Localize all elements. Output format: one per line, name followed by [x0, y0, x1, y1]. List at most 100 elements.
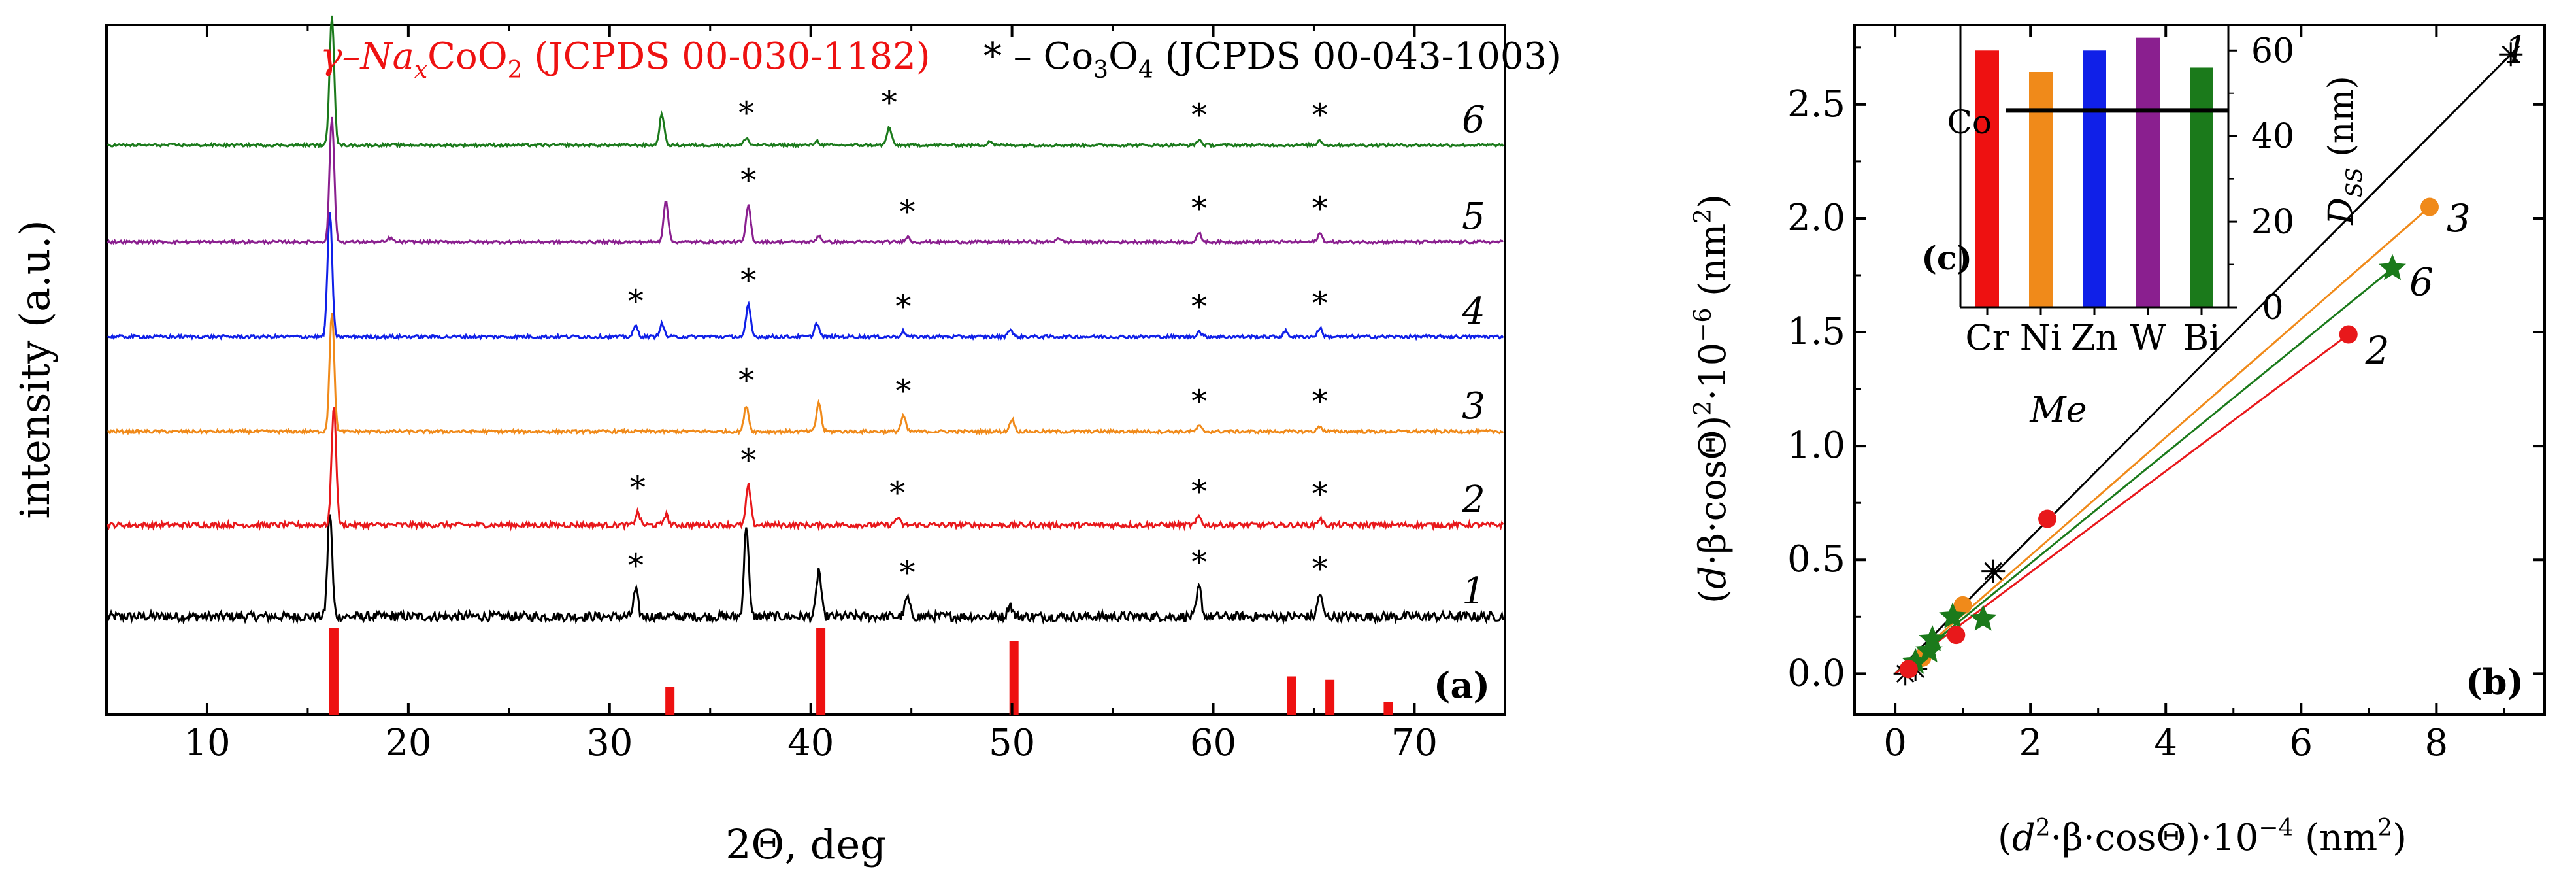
panel-c-bars: Cr Ni Zn W Bi — [1965, 37, 2228, 358]
co3o4-asterisk-1: * — [1312, 551, 1328, 587]
co3o4-asterisk-2: * — [630, 469, 646, 506]
b-y-tick-label-0: 0.0 — [1787, 652, 1845, 694]
co3o4-asterisk-2: * — [889, 475, 905, 511]
bar-label-W: W — [2130, 317, 2166, 358]
co3o4-asterisk-3: * — [738, 362, 754, 399]
legend-co3o4: * – Co3O4 (JCPDS 00-043-1003) — [983, 35, 1561, 84]
point-2-1 — [1947, 626, 1966, 645]
point-1-3 — [2499, 42, 2523, 67]
c-y-tick-label-20: 20 — [2251, 203, 2294, 242]
co3o4-asterisk-2: * — [1191, 473, 1207, 510]
co3o4-asterisk-3: * — [1312, 383, 1328, 420]
co3o4-asterisk-3: * — [895, 373, 911, 409]
panel-a-reference-lines — [329, 628, 1393, 715]
legend-main-phase: γ–NaxCoO2 (JCPDS 00-030-1182) — [320, 35, 931, 84]
x-tick-label-10: 10 — [184, 722, 230, 764]
curve-label-1: 1 — [1462, 570, 1485, 613]
curve-label-5: 5 — [1462, 195, 1485, 238]
curve-label-4: 4 — [1461, 290, 1485, 333]
point-3-2 — [1953, 596, 1972, 615]
panel-c-reference-label: Co — [1947, 103, 1992, 141]
series-label-1: 1 — [2504, 27, 2528, 72]
co3o4-asterisk-1: * — [1191, 544, 1207, 581]
panel-c-y-axis-label: DSS (nm) — [2322, 76, 2368, 226]
x-tick-label-20: 20 — [385, 722, 431, 764]
bar-label-Bi: Bi — [2183, 317, 2221, 358]
c-y-tick-label-0: 0 — [2262, 288, 2283, 328]
bar-label-Zn: Zn — [2071, 317, 2118, 358]
bar-Bi — [2190, 67, 2213, 308]
panel-c-label: (c) — [1921, 239, 1972, 277]
x-tick-label-60: 60 — [1190, 722, 1236, 764]
b-y-tick-label-1: 1.0 — [1787, 424, 1845, 467]
xrd-pattern-6 — [107, 15, 1504, 149]
xrd-pattern-5 — [107, 116, 1504, 246]
c-y-tick-label-40: 40 — [2251, 117, 2294, 156]
co3o4-asterisk-5: * — [740, 162, 756, 199]
panel-b-x-axis-label: (d2·β·cosΘ)·10−4 (nm2) — [1998, 815, 2407, 859]
xrd-pattern-2 — [107, 407, 1504, 532]
point-3-3 — [2420, 197, 2439, 216]
point-1-2 — [1981, 559, 2006, 583]
co3o4-asterisk-4: * — [1312, 285, 1328, 322]
panel-b-label: (b) — [2466, 661, 2524, 703]
bar-Zn — [2083, 50, 2106, 307]
b-y-tick-label-2.5: 2.5 — [1787, 83, 1845, 126]
bar-Cr — [1975, 50, 1999, 307]
curve-label-6: 6 — [1462, 99, 1485, 141]
point-2-0 — [1899, 660, 1918, 679]
co3o4-asterisk-2: * — [740, 442, 756, 479]
panel-a-curve-labels: 1 2 3 4 5 6 — [1461, 99, 1485, 613]
point-6-3 — [1939, 602, 1966, 629]
b-y-tick-label-0.5: 0.5 — [1787, 538, 1845, 581]
co3o4-asterisk-5: * — [899, 194, 915, 230]
b-x-tick-label-6: 6 — [2289, 722, 2313, 764]
panel-b-series-labels: 1 362 — [2365, 27, 2528, 373]
point-6-1 — [1915, 636, 1943, 663]
point-2-2 — [2038, 509, 2057, 528]
co3o4-asterisk-4: * — [895, 288, 911, 325]
panel-c-x-axis-label: Me — [2029, 389, 2087, 430]
b-y-tick-label-2: 2.0 — [1787, 197, 1845, 239]
panel-a: * * * * * * * * * * * * * * * * * * * * * * * * * * 1 2 3 4 5 6 10 20 30… — [11, 15, 1561, 868]
co3o4-asterisk-3: * — [1191, 383, 1207, 420]
panel-a-x-axis-label: 2Θ, deg — [725, 821, 886, 868]
panel-b-axes: 0 2 4 6 8 0.0 0.5 1.0 1.5 2.0 2.5 — [1787, 25, 2545, 764]
series-label-6: 6 — [2409, 260, 2434, 304]
co3o4-asterisk-6: * — [1191, 97, 1207, 133]
b-y-tick-label-1.5: 1.5 — [1787, 311, 1845, 353]
panel-b-points — [1893, 42, 2523, 686]
series-label-2: 2 — [2365, 328, 2390, 373]
co3o4-asterisk-6: * — [738, 95, 754, 131]
co3o4-asterisk-2: * — [1312, 475, 1328, 512]
b-x-tick-label-0: 0 — [1883, 722, 1907, 764]
bar-label-Ni: Ni — [2020, 317, 2062, 358]
point-6-4 — [1969, 604, 1997, 631]
panel-b-y-axis-label: (d·β·cosΘ)2·10−6 (nm2) — [1690, 194, 1734, 603]
x-tick-label-70: 70 — [1391, 722, 1438, 764]
panel-a-x-axis: 10 20 30 40 50 60 70 — [105, 25, 1438, 764]
curve-label-2: 2 — [1461, 479, 1485, 521]
panel-a-asterisks: * * * * * * * * * * * * * * * * * * * * * * * * * * — [628, 84, 1328, 591]
fit-line-3 — [1894, 206, 2430, 675]
xrd-pattern-1 — [107, 514, 1504, 625]
point-6-2 — [1919, 625, 1946, 651]
xrd-pattern-3 — [107, 313, 1504, 436]
panel-b-frame — [1853, 24, 2546, 716]
x-tick-label-50: 50 — [989, 722, 1035, 764]
co3o4-asterisk-6: * — [1312, 97, 1328, 133]
co3o4-asterisk-6: * — [882, 84, 897, 121]
fit-line-2 — [1894, 333, 2349, 675]
x-tick-label-40: 40 — [787, 722, 834, 764]
b-x-tick-label-8: 8 — [2425, 722, 2449, 764]
co3o4-asterisk-4: * — [740, 262, 756, 299]
panel-a-label: (a) — [1434, 664, 1490, 706]
series-label-3: 3 — [2447, 196, 2471, 241]
panel-c-inset: Cr Ni Zn W Bi 0 20 40 60 Co (c) Me DSS (nm) — [1921, 25, 2368, 430]
fit-line-6 — [1894, 267, 2394, 675]
co3o4-asterisk-5: * — [1191, 190, 1207, 227]
panel-b-fit-lines — [1894, 54, 2512, 675]
xrd-pattern-4 — [107, 212, 1504, 341]
b-x-tick-label-2: 2 — [2019, 722, 2042, 764]
